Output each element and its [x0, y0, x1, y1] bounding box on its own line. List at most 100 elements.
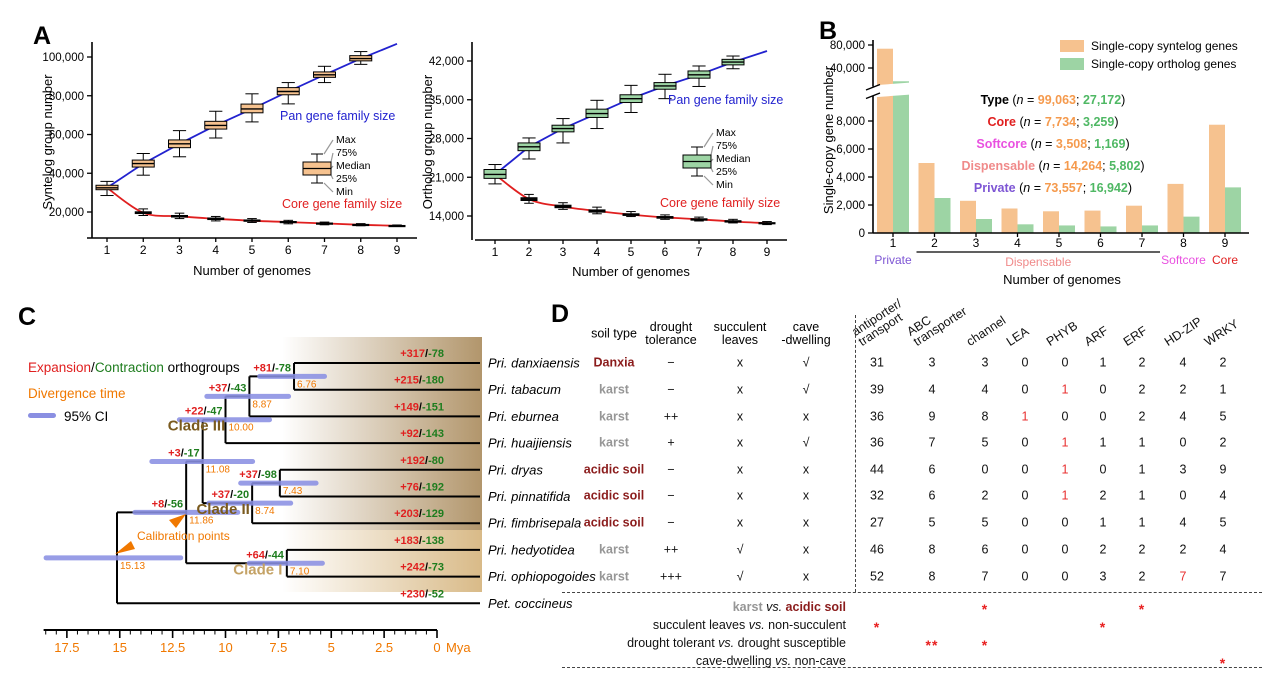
gene-count-cell: 36: [870, 409, 884, 424]
tree-legend-ci: 95% CI: [64, 409, 108, 424]
panel-c-phylogeny: +317/-78 Pri. danxiaensis +215/-180 Pri. ta…: [28, 337, 596, 655]
annotation-softcore: Softcore (n = 3,508; 1,169): [976, 137, 1129, 151]
significance-star: *: [981, 601, 989, 617]
gene-count-cell: 2: [1138, 542, 1146, 557]
gene-count-cell: 1: [1138, 515, 1146, 530]
core-series-label: Core gene family size: [282, 197, 402, 211]
drought-tolerance-cell: −: [667, 462, 675, 477]
group-label-core: Core: [1212, 253, 1238, 267]
bar-syntelog-2: [918, 163, 935, 233]
cave-dwelling-cell: √: [802, 355, 810, 370]
gene-count-cell: 32: [870, 488, 884, 503]
drought-tolerance-cell: +++: [660, 569, 682, 584]
x-tick-label: 8: [1180, 236, 1187, 250]
x-tick-label: 6: [285, 243, 292, 257]
gene-count-cell: 3: [981, 355, 989, 370]
soil-type-cell: karst: [599, 409, 629, 424]
gene-count-cell: 9: [1219, 462, 1227, 477]
x-tick-label: 2: [140, 243, 147, 257]
x-tick-label: 4: [594, 245, 601, 259]
soil-type-cell: karst: [599, 435, 629, 450]
anatomy-label-median: Median: [716, 153, 751, 165]
anatomy-pointer: [710, 145, 714, 156]
gain-loss-label: +76/-192: [400, 482, 444, 494]
gain-loss-label: +8/-56: [152, 498, 184, 510]
y-tick-label: 28,000: [429, 134, 464, 146]
comparison-label: karst vs. acidic soil: [733, 600, 846, 614]
legend-swatch-ortholog: [1060, 58, 1084, 70]
cave-dwelling-cell: x: [802, 488, 810, 503]
axis-break-slash: [865, 83, 881, 91]
bar-ortholog-9: [1225, 187, 1241, 233]
annotation-type: Type (n = 99,063; 27,172): [981, 93, 1126, 107]
y-tick-label: 100,000: [42, 52, 84, 64]
gene-count-cell: 0: [1021, 435, 1029, 450]
table-horizontal-divider: [562, 592, 1262, 593]
gain-loss-label: +149/-151: [394, 401, 444, 413]
gene-count-cell: 0: [1021, 462, 1029, 477]
anatomy-pointer: [330, 174, 334, 180]
node-age-label: 10.00: [229, 423, 254, 434]
ci-bar: [176, 417, 273, 423]
x-tick-label: 1: [492, 245, 499, 259]
gene-count-cell: 39: [870, 382, 884, 397]
clade-ii-iii-shading: [282, 337, 482, 530]
succulent-leaves-cell: x: [736, 409, 744, 424]
gene-count-cell: 2: [1219, 435, 1227, 450]
column-header-soil: soil type: [591, 326, 637, 341]
bar-ortholog-7: [1142, 225, 1158, 233]
group-label-softcore: Softcore: [1161, 253, 1206, 267]
anatomy-label-min: Min: [716, 179, 733, 191]
gene-count-cell: 0: [1179, 435, 1187, 450]
gene-count-cell: 5: [981, 515, 989, 530]
succulent-leaves-cell: x: [736, 488, 744, 503]
axis-break-slash: [865, 92, 881, 100]
x-tick-label: 9: [394, 243, 401, 257]
gain-loss-label: +37/-43: [209, 382, 247, 394]
time-axis-tick-label: 17.5: [54, 640, 79, 655]
comparison-label-part: vs.: [762, 600, 786, 614]
gene-count-cell: 44: [870, 462, 884, 477]
gain-loss-label: +37/-20: [212, 489, 250, 501]
x-axis-title: Number of genomes: [1003, 272, 1121, 287]
x-tick-label: 5: [1056, 236, 1063, 250]
gene-count-cell: 1: [1061, 462, 1069, 477]
comparison-label-part: succulent leaves: [652, 618, 746, 632]
node-age-label: 15.13: [120, 561, 145, 572]
bar-syntelog-4: [1001, 208, 1018, 233]
anatomy-label-min: Min: [336, 186, 353, 198]
bar-ortholog-6: [1100, 226, 1117, 233]
x-tick-label: 6: [662, 245, 669, 259]
x-tick-label: 4: [1014, 236, 1021, 250]
gene-count-cell: 1: [1099, 435, 1107, 450]
x-tick-label: 9: [764, 245, 771, 259]
soil-type-cell: acidic soil: [583, 462, 645, 477]
x-tick-label: 8: [357, 243, 364, 257]
gene-count-cell: 1: [1099, 355, 1107, 370]
anatomy-label-25: 25%: [716, 166, 737, 178]
drought-tolerance-cell: ++: [663, 409, 679, 424]
succulent-leaves-cell: √: [736, 542, 744, 557]
y-tick-label: 8,000: [836, 116, 865, 128]
ci-bar: [43, 555, 184, 561]
x-tick-label: 3: [176, 243, 183, 257]
node-age-label: 7.43: [283, 486, 303, 497]
gene-family-header: ABC transporter: [904, 304, 970, 349]
anatomy-label-max: Max: [716, 127, 737, 139]
gene-count-cell: 1: [1061, 435, 1069, 450]
gene-count-cell: 0: [1021, 488, 1029, 503]
gain-loss-label: +317/-78: [400, 348, 444, 360]
panel-b-bar-chart: 0 2,000 4,000 6,000 8,000 40,000 80,000 1 2 3 4 5 6 7…: [821, 39, 1249, 287]
comparison-label-part: drought susceptible: [737, 636, 846, 650]
time-axis-tick-label: 0: [433, 640, 440, 655]
drought-tolerance-cell: −: [667, 488, 675, 503]
ci-bar: [246, 560, 325, 566]
time-axis-unit: Mya: [446, 640, 471, 655]
y-tick-label: 0: [859, 228, 865, 240]
column-header-succulent: succulent leaves: [713, 320, 767, 347]
gene-count-cell: 31: [870, 355, 884, 370]
